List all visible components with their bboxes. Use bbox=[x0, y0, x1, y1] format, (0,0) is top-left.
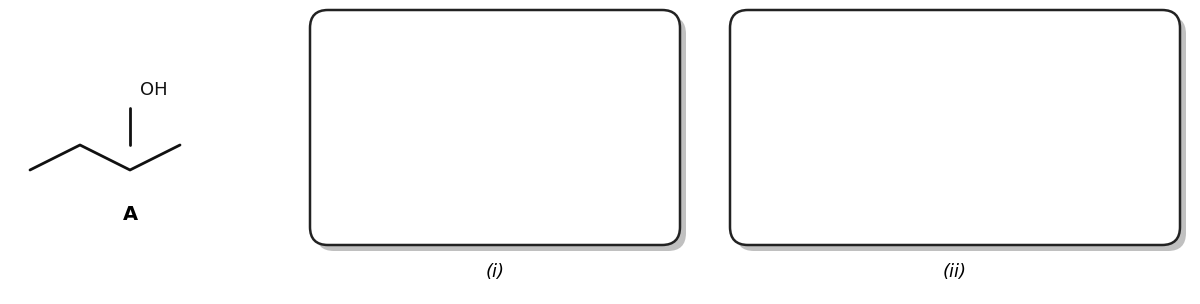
Text: OH: OH bbox=[140, 81, 168, 99]
Text: (ii): (ii) bbox=[943, 263, 967, 281]
Text: (i): (i) bbox=[486, 263, 504, 281]
FancyBboxPatch shape bbox=[736, 16, 1186, 251]
Text: A: A bbox=[122, 206, 138, 224]
FancyBboxPatch shape bbox=[316, 16, 686, 251]
FancyBboxPatch shape bbox=[310, 10, 680, 245]
FancyBboxPatch shape bbox=[730, 10, 1180, 245]
